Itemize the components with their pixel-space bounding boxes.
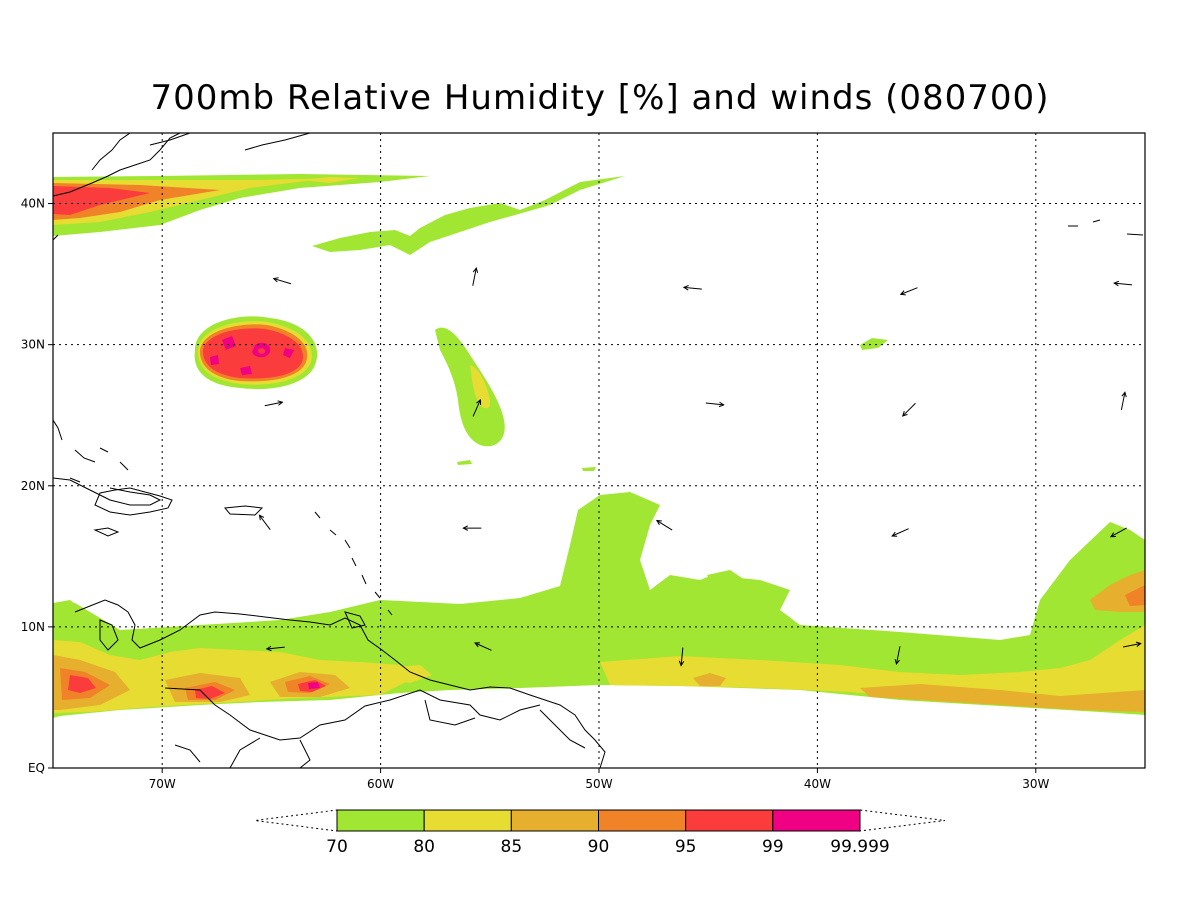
colorbar-swatch (423, 809, 512, 832)
rh-region-99 (210, 336, 294, 375)
lon-tick-label: 30W (1022, 777, 1049, 791)
rh-region-80 (470, 365, 491, 409)
rh-region-95 (258, 348, 266, 355)
coastline-trinidad (344, 611, 366, 629)
colorbar-swatch (598, 809, 687, 832)
coastline-north-america (53, 133, 181, 241)
wind-arrow (474, 642, 492, 651)
lon-tick-label: 50W (585, 777, 612, 791)
wind-arrow (1109, 527, 1127, 538)
rh-region-85 (693, 673, 726, 686)
lat-tick-label: 10N (21, 620, 45, 634)
colorbar-upper-extension (859, 809, 946, 832)
colorbar-swatch (510, 809, 600, 832)
wind-arrow (265, 645, 285, 652)
lat-tick-label: 30N (21, 338, 45, 352)
colorbar-lower-extension (254, 809, 338, 832)
rh-region-70 (312, 176, 625, 255)
colorbar-label: 95 (675, 837, 697, 857)
coastline-puerto-rico (224, 505, 264, 516)
humidity-fills (53, 174, 1145, 718)
wind-arrow (678, 647, 685, 667)
lat-lon-grid (53, 133, 1145, 768)
colorbar-label: 90 (588, 837, 610, 857)
wind-arrow (472, 398, 482, 417)
wind-arrow (705, 401, 725, 408)
rh-region-70 (707, 570, 745, 588)
colorbar-label: 99.999 (830, 837, 889, 857)
rh-region-70 (53, 600, 80, 615)
lon-tick-label: 40W (804, 777, 831, 791)
wind-arrow (462, 525, 482, 531)
wind-vectors (258, 267, 1142, 667)
colorbar-label: 85 (501, 837, 523, 857)
wind-arrow (264, 400, 284, 407)
wind-arrow (258, 514, 271, 530)
rh-region-85 (860, 684, 1145, 712)
rh-region-95 (53, 186, 150, 215)
wind-arrow (1113, 280, 1133, 287)
colorbar-label: 70 (326, 837, 348, 857)
wind-arrow (891, 528, 909, 537)
rh-region-80 (600, 625, 1145, 712)
lon-tick-label: 60W (367, 777, 394, 791)
lon-tick-label: 70W (149, 777, 176, 791)
colorbar-label: 99 (762, 837, 784, 857)
rh-region-70 (457, 460, 472, 465)
rh-region-80 (300, 177, 360, 183)
colorbar-swatch (336, 809, 425, 832)
coastline-cuba (53, 477, 162, 506)
wind-arrow (894, 646, 901, 666)
wind-arrow (472, 267, 479, 286)
colorbar-label: 80 (413, 837, 435, 857)
rh-region-70 (860, 338, 888, 350)
wind-arrow (1122, 641, 1142, 648)
axis-labels: 70W 60W 50W 40W 30W EQ 10N 20N 30N 40N (21, 197, 1050, 791)
chart-title: 700mb Relative Humidity [%] and winds (0… (150, 78, 1050, 118)
rh-region-80 (395, 665, 432, 683)
rh-region-70 (435, 327, 505, 447)
wind-arrow (655, 519, 673, 531)
colorbar: 70 80 85 90 95 99 99.999 (254, 809, 946, 857)
colorbar-swatch (685, 809, 774, 832)
lat-tick-label: 40N (21, 197, 45, 211)
wind-arrow (1120, 391, 1127, 411)
coastline-azores (1068, 219, 1144, 236)
coastline-lesser-antilles (314, 511, 393, 616)
wind-arrow (901, 402, 916, 417)
coastline-florida-bahamas (53, 419, 129, 483)
coastline-jamaica (93, 527, 120, 537)
coastline-nova-scotia (149, 133, 311, 151)
lat-tick-label: EQ (28, 761, 45, 775)
coastlines (53, 133, 1144, 768)
rh-region-95 (195, 686, 225, 699)
wind-arrow (272, 277, 292, 285)
rh-region-70 (582, 467, 596, 471)
coastline-lake-maracaibo (99, 619, 119, 651)
coastline-hispaniola (94, 487, 173, 516)
coastline-south-america (74, 599, 606, 768)
border-south-america (164, 687, 586, 768)
rh-region-99 (308, 682, 320, 689)
wind-arrow (682, 285, 702, 291)
colorbar-swatch (772, 809, 861, 832)
wind-arrow (899, 287, 918, 296)
rh-region-90 (1125, 585, 1145, 606)
lat-tick-label: 20N (21, 479, 45, 493)
rh-region-95 (68, 675, 96, 693)
